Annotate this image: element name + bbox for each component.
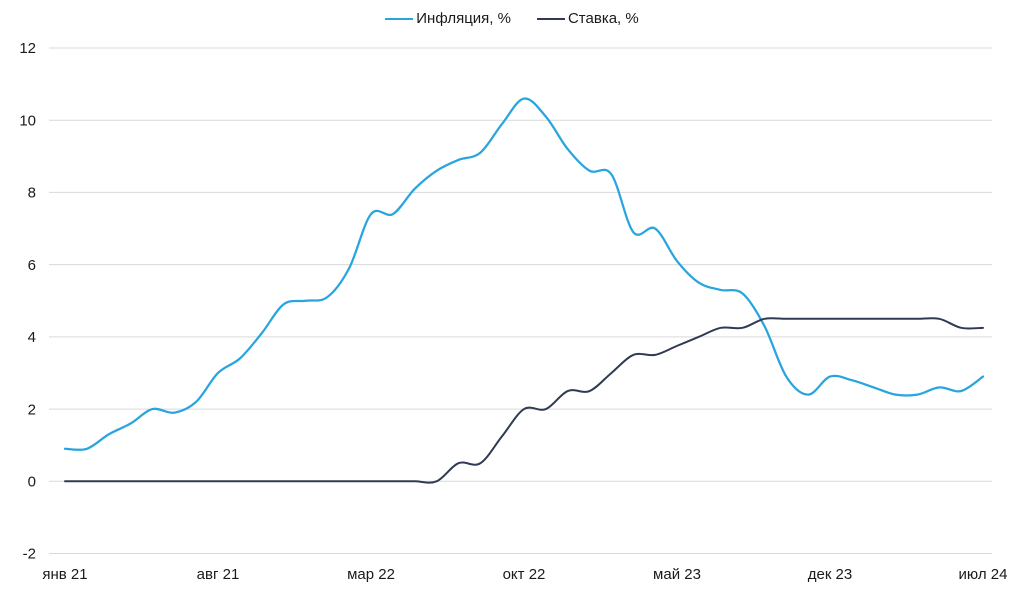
legend-item-rate: Ставка, % [536,9,639,29]
gridlines [49,47,992,554]
rate-line-swatch-icon [536,18,565,20]
y-tick-label-4: 4 [28,329,36,346]
y-tick-label--2: -2 [23,546,36,563]
y-tick-label-0: 0 [28,473,36,490]
y-tick-label-2: 2 [28,401,36,418]
legend-label-rate: Ставка, % [567,10,639,27]
y-axis-labels: -2 0 2 4 6 8 10 12 [19,40,36,563]
inflation-line [63,97,985,451]
x-tick-label-4: май 23 [653,566,701,583]
x-axis-labels: янв 21 авг 21 мар 22 окт 22 май 23 дек 23 июл … [42,566,1007,583]
inflation-line-swatch-icon [385,18,414,20]
y-tick-label-8: 8 [28,185,36,202]
legend-label-inflation: Инфляция, % [416,10,511,27]
y-tick-label-10: 10 [19,112,36,129]
x-tick-label-5: дек 23 [808,566,853,583]
y-tick-label-12: 12 [19,40,36,57]
x-tick-label-1: авг 21 [197,566,240,583]
x-tick-label-0: янв 21 [42,566,87,583]
legend: Инфляция, % Ставка, % [0,9,1024,29]
x-tick-label-3: окт 22 [503,566,546,583]
x-tick-label-2: мар 22 [347,566,395,583]
rate-line [64,317,984,484]
legend-item-inflation: Инфляция, % [385,9,511,29]
y-tick-label-6: 6 [28,257,36,274]
x-tick-label-6: июл 24 [959,566,1008,583]
